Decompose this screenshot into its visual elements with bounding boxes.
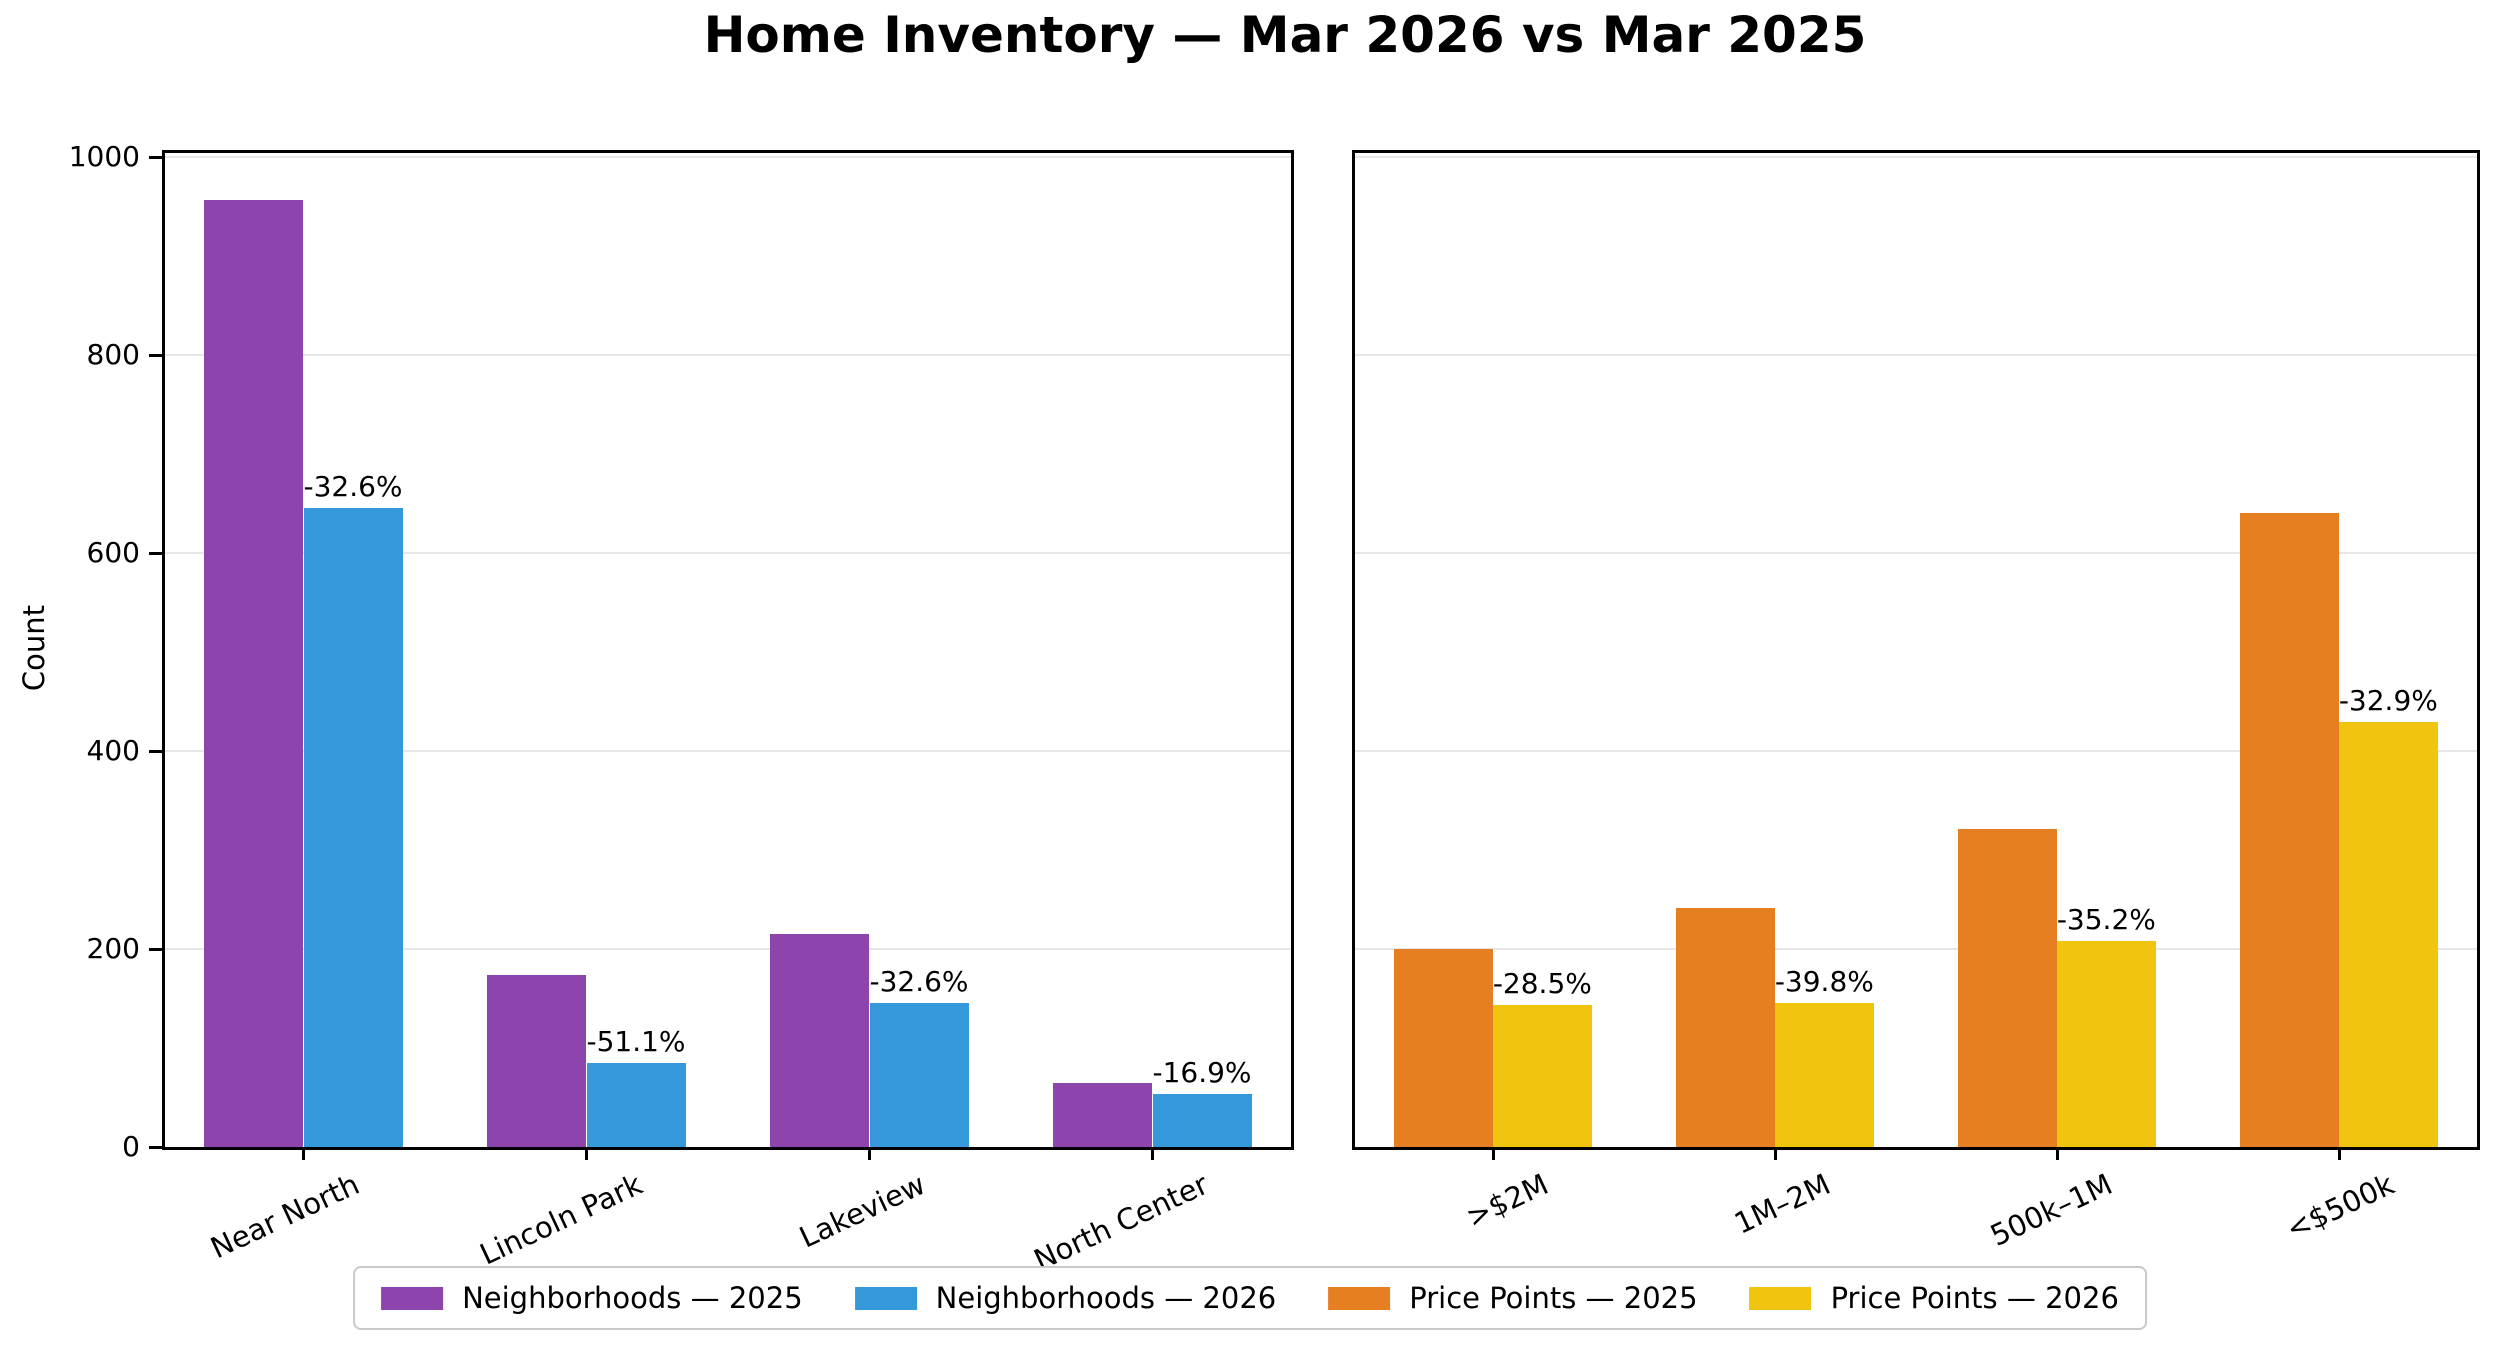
bar-price-points-2025-500k-1m bbox=[1958, 829, 2057, 1147]
x-tick-mark bbox=[1491, 1147, 1495, 1160]
bar-price-points-2026-500k-1m bbox=[2057, 941, 2156, 1147]
gridline-800 bbox=[165, 354, 1291, 356]
legend-label: Neighborhoods — 2026 bbox=[935, 1281, 1277, 1315]
gridline-600 bbox=[165, 552, 1291, 554]
bar-neighborhoods-2026-north-center bbox=[1152, 1093, 1252, 1147]
y-tick-label: 200 bbox=[86, 932, 140, 965]
gridline-600 bbox=[1355, 552, 2477, 554]
y-tick-label: 600 bbox=[86, 536, 140, 569]
bar-price-points-2026-500k bbox=[2339, 722, 2438, 1147]
legend-item-price-points-2025: Price Points — 2025 bbox=[1328, 1281, 1698, 1315]
y-tick-mark bbox=[149, 155, 162, 159]
x-tick-mark bbox=[868, 1147, 871, 1160]
legend-swatch-price-points-2026 bbox=[1749, 1286, 1812, 1310]
bar-neighborhoods-2025-lincoln-park bbox=[487, 974, 587, 1147]
gridline-1000 bbox=[165, 156, 1291, 158]
legend: Neighborhoods — 2025 Neighborhoods — 2026… bbox=[353, 1266, 2147, 1330]
gridline-200 bbox=[165, 948, 1291, 950]
legend-label: Neighborhoods — 2025 bbox=[462, 1281, 803, 1315]
bar-price-points-2025-2m bbox=[1394, 949, 1493, 1147]
gridline-1000 bbox=[1355, 156, 2477, 158]
bar-neighborhoods-2025-north-center bbox=[1053, 1082, 1153, 1147]
y-tick-label: 800 bbox=[86, 338, 140, 371]
x-tick-mark bbox=[302, 1147, 305, 1160]
bar-price-points-2025-500k bbox=[2240, 513, 2339, 1147]
y-tick-mark bbox=[149, 353, 162, 357]
bar-price-points-2025-1m-2m bbox=[1676, 908, 1775, 1147]
x-tick-mark bbox=[2055, 1147, 2059, 1160]
y-tick-mark bbox=[149, 1145, 162, 1149]
bar-neighborhoods-2026-lincoln-park bbox=[586, 1062, 686, 1147]
y-tick-mark bbox=[149, 749, 162, 753]
bar-price-points-2026-1m-2m bbox=[1775, 1003, 1874, 1147]
legend-item-neighborhoods-2025: Neighborhoods — 2025 bbox=[381, 1281, 803, 1315]
change-label-500k-1m: -35.2% bbox=[2056, 903, 2156, 937]
y-tick-label: 0 bbox=[122, 1130, 140, 1163]
legend-item-price-points-2026: Price Points — 2026 bbox=[1749, 1281, 2119, 1315]
chart-title: Home Inventory — Mar 2026 vs Mar 2025 bbox=[703, 6, 1867, 64]
y-tick-mark bbox=[149, 551, 162, 555]
legend-item-neighborhoods-2026: Neighborhoods — 2026 bbox=[854, 1281, 1277, 1315]
gridline-200 bbox=[1355, 948, 2477, 950]
x-tick-mark bbox=[1773, 1147, 1777, 1160]
legend-swatch-neighborhoods-2025 bbox=[381, 1286, 444, 1310]
legend-label: Price Points — 2025 bbox=[1409, 1281, 1698, 1315]
legend-label: Price Points — 2026 bbox=[1830, 1281, 2119, 1315]
bar-neighborhoods-2025-near-north bbox=[204, 199, 304, 1147]
bar-neighborhoods-2026-near-north bbox=[303, 508, 403, 1147]
y-tick-mark bbox=[149, 947, 162, 951]
change-label-500k: -32.9% bbox=[2338, 684, 2438, 718]
change-label-near-north: -32.6% bbox=[303, 470, 403, 504]
change-label-lincoln-park: -51.1% bbox=[586, 1024, 686, 1058]
gridline-400 bbox=[165, 750, 1291, 752]
y-axis-label: Count bbox=[17, 604, 51, 692]
legend-swatch-price-points-2025 bbox=[1328, 1286, 1391, 1310]
change-label-north-center: -16.9% bbox=[1152, 1055, 1252, 1089]
y-tick-label: 400 bbox=[86, 734, 140, 767]
change-label-2m: -28.5% bbox=[1492, 967, 1592, 1001]
gridline-800 bbox=[1355, 354, 2477, 356]
x-tick-mark bbox=[585, 1147, 588, 1160]
bar-price-points-2026-2m bbox=[1493, 1005, 1592, 1147]
bar-neighborhoods-2026-lakeview bbox=[869, 1003, 969, 1147]
x-tick-label-near-north: Near North bbox=[204, 1167, 364, 1266]
bar-neighborhoods-2025-lakeview bbox=[770, 934, 870, 1147]
change-label-1m-2m: -39.8% bbox=[1774, 965, 1874, 999]
gridline-400 bbox=[1355, 750, 2477, 752]
x-tick-mark bbox=[2337, 1147, 2341, 1160]
change-label-lakeview: -32.6% bbox=[869, 965, 969, 999]
legend-swatch-neighborhoods-2026 bbox=[854, 1286, 917, 1310]
x-tick-mark bbox=[1151, 1147, 1154, 1160]
y-tick-label: 1000 bbox=[68, 140, 140, 173]
